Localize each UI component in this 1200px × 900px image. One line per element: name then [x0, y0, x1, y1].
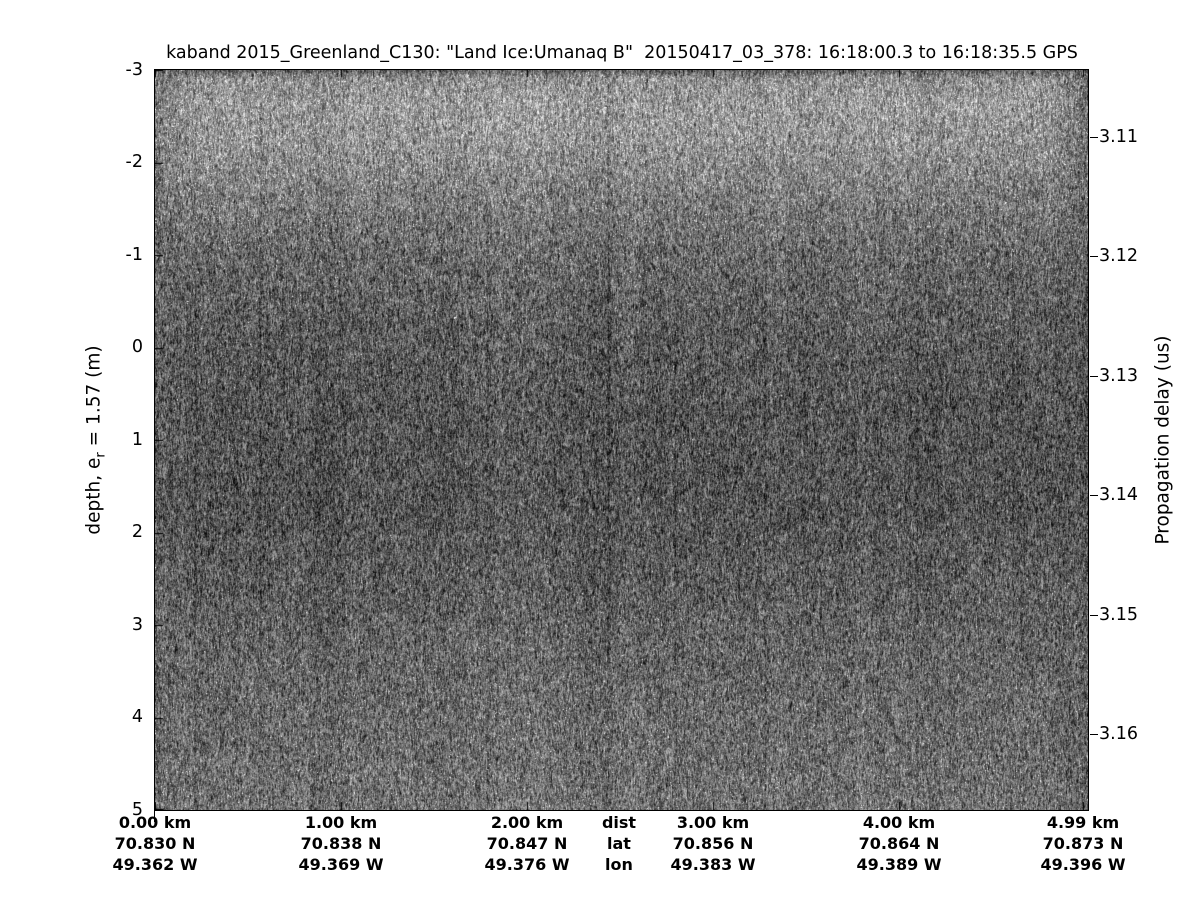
right-axis-tick-mark — [1090, 615, 1098, 616]
y-axis-right-tick: 3.16 — [1099, 724, 1138, 744]
x-tick-dist: 4.00 km — [862, 813, 936, 832]
ylabel-right: Propagation delay (us) — [1152, 335, 1174, 545]
x-tick-dist: 4.99 km — [1046, 813, 1120, 832]
xlabel-column: dist lat lon — [602, 812, 636, 875]
x-tick-lon: 49.376 W — [484, 855, 570, 874]
ylabel-left-subscript: r — [93, 452, 109, 458]
y-axis-left-tick: 3 — [131, 615, 143, 635]
axis-corner-tick — [154, 810, 155, 822]
x-tick-dist: 3.00 km — [676, 813, 750, 832]
x-tick-lat: 70.847 N — [486, 834, 568, 853]
echogram-image — [155, 70, 1088, 810]
y-axis-left-tick: 4 — [131, 707, 143, 727]
xlabel-lon: lon — [605, 855, 633, 874]
plot-area — [154, 69, 1089, 811]
x-tick-dist: 2.00 km — [490, 813, 564, 832]
x-tick-lon: 49.369 W — [298, 855, 384, 874]
x-tick-lon: 49.389 W — [856, 855, 942, 874]
y-axis-right-tick: 3.13 — [1099, 366, 1138, 386]
x-tick-lon: 49.396 W — [1040, 855, 1126, 874]
x-tick-lat: 70.873 N — [1042, 834, 1124, 853]
x-tick-column: 4.99 km 70.873 N 49.396 W — [1041, 812, 1126, 875]
xlabel-lat: lat — [607, 834, 631, 853]
x-tick-lat: 70.838 N — [300, 834, 382, 853]
y-axis-left-tick: -3 — [125, 60, 143, 80]
x-tick-dist: 0.00 km — [118, 813, 192, 832]
right-axis-tick-mark — [1090, 495, 1098, 496]
figure-title: kaband 2015_Greenland_C130: "Land Ice:Um… — [166, 43, 1078, 63]
right-axis-tick-mark — [1090, 376, 1098, 377]
y-axis-right-tick: 3.11 — [1099, 127, 1138, 147]
y-axis-left-tick: -1 — [125, 245, 143, 265]
x-tick-lat: 70.864 N — [858, 834, 940, 853]
x-tick-column: 2.00 km 70.847 N 49.376 W — [485, 812, 570, 875]
x-tick-lat: 70.856 N — [672, 834, 754, 853]
x-tick-lat: 70.830 N — [114, 834, 196, 853]
ylabel-left-suffix: = 1.57 (m) — [83, 345, 105, 453]
y-axis-left-tick: 2 — [131, 522, 143, 542]
y-axis-left-tick: 5 — [131, 800, 143, 820]
ylabel-left-prefix: depth, e — [83, 457, 105, 535]
y-axis-right-tick: 3.12 — [1099, 246, 1138, 266]
x-tick-column: 4.00 km 70.864 N 49.389 W — [857, 812, 942, 875]
xlabel-dist: dist — [601, 813, 637, 832]
x-tick-column: 3.00 km 70.856 N 49.383 W — [671, 812, 756, 875]
x-tick-column: 0.00 km 70.830 N 49.362 W — [113, 812, 198, 875]
y-axis-right-tick: 3.14 — [1099, 485, 1138, 505]
x-tick-column: 1.00 km 70.838 N 49.369 W — [299, 812, 384, 875]
right-axis-tick-mark — [1090, 256, 1098, 257]
y-axis-right-tick: 3.15 — [1099, 605, 1138, 625]
y-axis-left-tick: 0 — [131, 337, 143, 357]
y-axis-left-tick: 1 — [131, 430, 143, 450]
x-tick-dist: 1.00 km — [304, 813, 378, 832]
x-tick-lon: 49.362 W — [112, 855, 198, 874]
y-axis-left-tick: -2 — [125, 152, 143, 172]
x-tick-lon: 49.383 W — [670, 855, 756, 874]
ylabel-left: depth, er = 1.57 (m) — [84, 345, 109, 534]
right-axis-tick-mark — [1090, 734, 1098, 735]
right-axis-tick-mark — [1090, 137, 1098, 138]
